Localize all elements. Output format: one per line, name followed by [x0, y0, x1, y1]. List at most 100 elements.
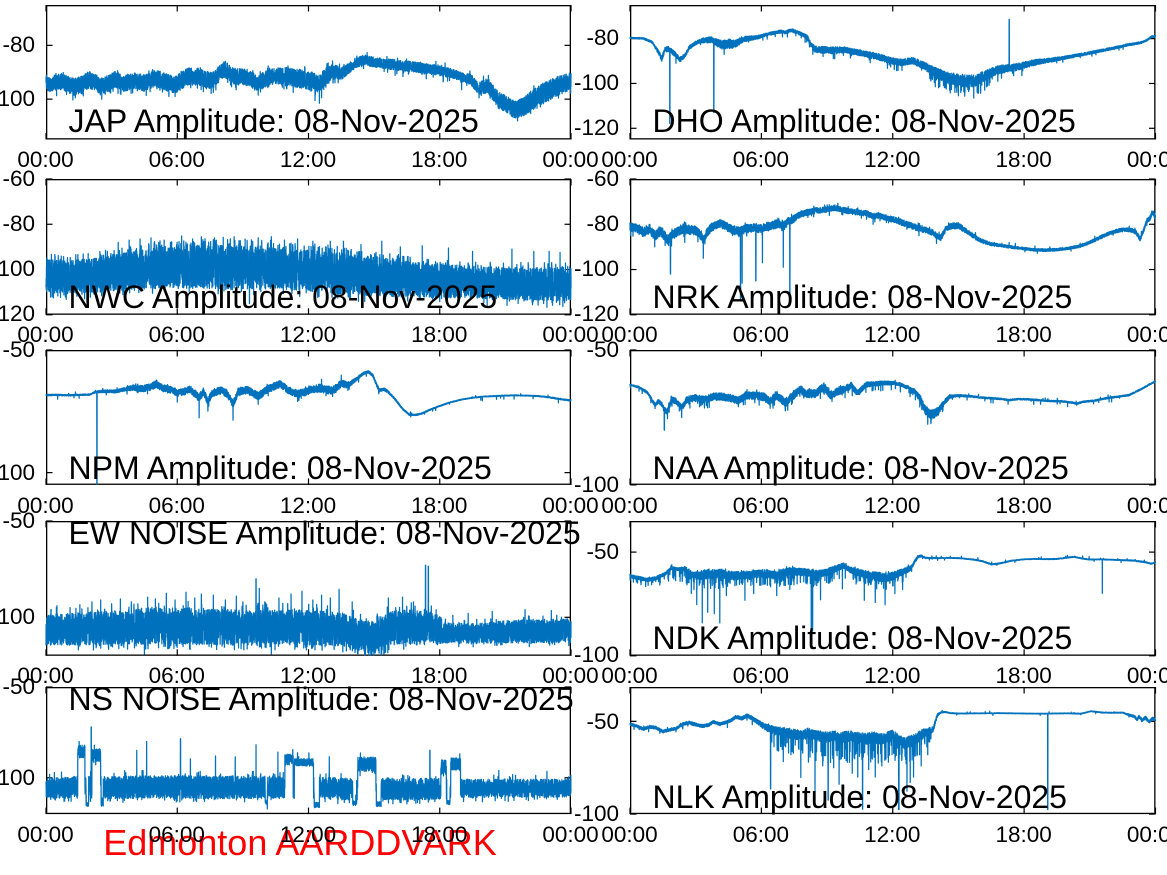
plot-title-jap: JAP Amplitude: 08-Nov-2025	[68, 103, 479, 140]
xtick-label-nrk-3: 18:00	[995, 322, 1052, 348]
xtick-label-ndk-4: 00:00	[1126, 663, 1167, 689]
xtick-label-ew-2: 12:00	[279, 663, 337, 689]
footer-station-label: Edmonton AARDDVARK	[103, 822, 497, 864]
xtick-label-naa-2: 12:00	[864, 493, 921, 519]
panel-ndk: NDK Amplitude: 08-Nov-2025	[628, 520, 1156, 656]
xtick-label-npm-3: 18:00	[411, 493, 468, 519]
panel-naa: NAA Amplitude: 08-Nov-2025	[628, 349, 1156, 486]
panel-dho: DHO Amplitude: 08-Nov-2025	[628, 4, 1156, 140]
xtick-label-nrk-2: 12:00	[864, 322, 921, 348]
ytick-label-npm-1: -100	[0, 460, 35, 486]
ytick-label-jap-1: -100	[0, 85, 35, 111]
xtick-label-ns-4: 00:00	[542, 822, 599, 848]
panel-ns: NS NOISE Amplitude: 08-Nov-2025	[44, 683, 574, 815]
xtick-label-ndk-3: 18:00	[995, 663, 1052, 689]
xtick-label-ns-1: 06:00	[148, 822, 205, 848]
plot-canvas-ns	[44, 686, 572, 815]
xtick-label-jap-4: 00:00	[542, 147, 599, 172]
xtick-label-ndk-2: 12:00	[864, 663, 921, 689]
xtick-label-dho-1: 06:00	[732, 147, 790, 172]
xtick-label-nrk-1: 06:00	[732, 322, 790, 348]
plot-title-nlk: NLK Amplitude: 08-Nov-2025	[652, 778, 1067, 815]
ytick-label-naa-0: -50	[586, 337, 619, 363]
xtick-label-naa-1: 06:00	[732, 493, 790, 519]
ytick-label-ndk-0: -50	[586, 538, 619, 564]
xtick-label-ndk-0: 00:00	[601, 663, 658, 689]
trace-jap	[44, 51, 572, 121]
ytick-label-ndk-1: -100	[573, 642, 619, 668]
xtick-label-ew-0: 00:00	[17, 663, 74, 689]
panel-nwc: NWC Amplitude: 08-Nov-2025	[44, 177, 572, 315]
plot-title-dho: DHO Amplitude: 08-Nov-2025	[652, 103, 1076, 140]
panel-npm: NPM Amplitude: 08-Nov-2025	[44, 349, 572, 486]
xtick-label-npm-1: 06:00	[148, 493, 205, 519]
panel-ew: EW NOISE Amplitude: 08-Nov-2025	[44, 517, 581, 656]
xtick-label-dho-4: 00:00	[1126, 147, 1167, 172]
xtick-label-nwc-0: 00:00	[17, 322, 74, 348]
plot-title-nrk: NRK Amplitude: 08-Nov-2025	[652, 278, 1073, 315]
ytick-label-nwc-3: -120	[0, 301, 35, 327]
plot-canvas-naa	[628, 349, 1156, 486]
xtick-label-naa-4: 00:00	[1126, 493, 1167, 519]
trace-ns	[44, 726, 572, 810]
xtick-label-nwc-2: 12:00	[279, 322, 337, 348]
xtick-label-npm-2: 12:00	[279, 493, 337, 519]
plot-title-npm: NPM Amplitude: 08-Nov-2025	[68, 449, 492, 486]
plot-canvas-nwc	[44, 177, 572, 315]
ytick-label-nrk-1: -80	[586, 210, 619, 236]
plot-canvas-dho	[628, 4, 1156, 139]
trace-nlk	[628, 710, 1156, 811]
xtick-label-nlk-3: 18:00	[995, 822, 1052, 848]
plot-title-ns: NS NOISE Amplitude: 08-Nov-2025	[68, 681, 574, 718]
ytick-label-naa-1: -100	[573, 472, 619, 498]
xtick-label-dho-3: 18:00	[995, 147, 1052, 172]
xtick-label-ndk-1: 06:00	[732, 663, 790, 689]
xtick-label-nwc-3: 18:00	[411, 322, 468, 348]
trace-npm	[44, 370, 572, 486]
xtick-label-ew-4: 00:00	[542, 663, 599, 689]
ytick-label-npm-0: -50	[2, 337, 35, 363]
xtick-label-nlk-0: 00:00	[601, 822, 658, 848]
plot-canvas-nrk	[628, 177, 1156, 315]
xtick-label-jap-0: 00:00	[17, 147, 74, 172]
xtick-label-nwc-4: 00:00	[542, 322, 599, 348]
panel-nlk: NLK Amplitude: 08-Nov-2025	[628, 687, 1156, 815]
plot-canvas-jap	[44, 4, 572, 139]
ytick-label-ns-1: -100	[0, 765, 35, 791]
trace-ndk	[628, 553, 1156, 645]
ytick-label-nwc-0: -60	[2, 165, 35, 191]
xtick-label-ew-3: 18:00	[411, 663, 468, 689]
ytick-label-ew-0: -50	[2, 507, 35, 533]
plot-canvas-ew	[44, 519, 572, 656]
xtick-label-ns-0: 00:00	[17, 822, 74, 848]
xtick-label-dho-2: 12:00	[864, 147, 921, 172]
trace-ew	[44, 564, 572, 656]
ytick-label-dho-0: -80	[586, 25, 619, 51]
xtick-label-jap-1: 06:00	[148, 147, 205, 172]
ytick-label-dho-1: -100	[573, 69, 619, 95]
plot-title-nwc: NWC Amplitude: 08-Nov-2025	[68, 278, 498, 315]
plot-canvas-nlk	[628, 687, 1156, 815]
ytick-label-nlk-1: -100	[573, 801, 619, 827]
ytick-label-nrk-2: -100	[573, 256, 619, 282]
xtick-label-nwc-1: 06:00	[148, 322, 205, 348]
xtick-label-ew-1: 06:00	[148, 663, 205, 689]
panel-nrk: NRK Amplitude: 08-Nov-2025	[628, 177, 1156, 315]
xtick-label-nlk-4: 00:00	[1126, 822, 1167, 848]
xtick-label-nlk-1: 06:00	[732, 822, 790, 848]
ytick-label-nrk-3: -120	[573, 301, 619, 327]
ytick-label-ns-0: -50	[2, 674, 35, 700]
ytick-label-nrk-0: -60	[586, 165, 619, 191]
ytick-label-dho-2: -120	[573, 114, 619, 140]
ytick-label-jap-0: -80	[2, 31, 35, 57]
xtick-label-nrk-4: 00:00	[1126, 322, 1167, 348]
xtick-label-jap-2: 12:00	[279, 147, 337, 172]
trace-nrk	[628, 202, 1156, 300]
xtick-label-dho-0: 00:00	[601, 147, 658, 172]
panel-jap: JAP Amplitude: 08-Nov-2025	[44, 4, 572, 140]
xtick-label-naa-3: 18:00	[995, 493, 1052, 519]
xtick-label-nrk-0: 00:00	[601, 322, 658, 348]
ytick-label-ew-1: -100	[0, 603, 35, 629]
plot-canvas-ndk	[628, 520, 1156, 656]
